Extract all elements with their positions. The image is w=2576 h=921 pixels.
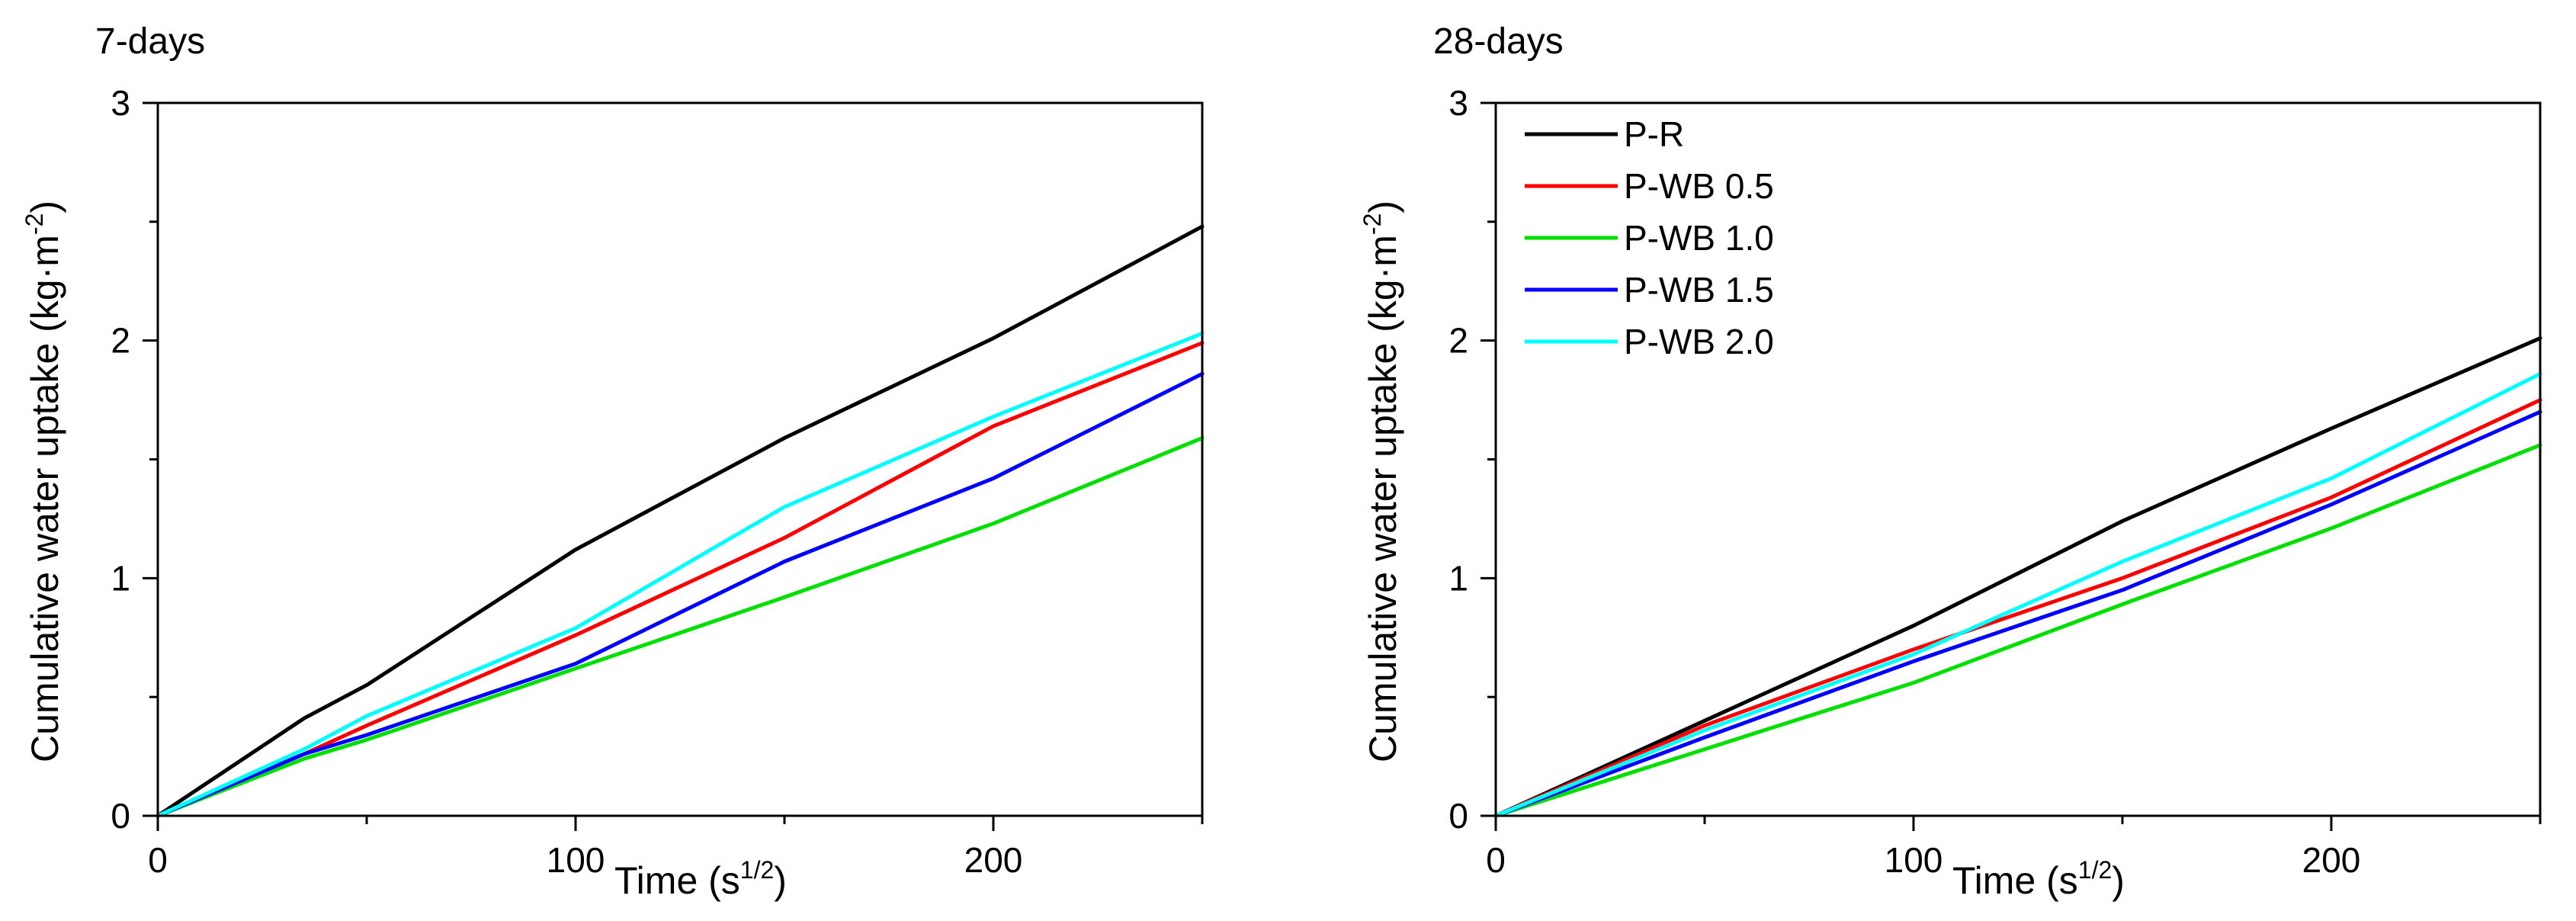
x-tick-label: 0 bbox=[1486, 840, 1506, 880]
x-tick-label: 200 bbox=[2302, 840, 2361, 880]
x-tick-label: 0 bbox=[148, 840, 168, 880]
y-tick-label: 0 bbox=[111, 796, 130, 836]
y-tick-label: 1 bbox=[111, 558, 130, 598]
chart-panel-7-days: 7-days 0 100 200 0 1 2 3 Time (s1/2) Cumulativ… bbox=[21, 21, 1205, 902]
x-tick-label: 200 bbox=[964, 840, 1023, 880]
y-tick-label: 2 bbox=[111, 321, 130, 361]
series-line-p-wb-1-5 bbox=[1493, 409, 2542, 818]
x-tick-label: 100 bbox=[1885, 840, 1943, 880]
y-tick-label: 2 bbox=[1448, 321, 1468, 361]
y-tick-label: 3 bbox=[111, 83, 130, 123]
legend-label-p-wb-0-5: P-WB 0.5 bbox=[1624, 166, 1774, 206]
series-line-p-r bbox=[156, 224, 1205, 818]
series-line-p-r bbox=[1493, 336, 2542, 818]
y-axis-title: Cumulative water uptake (kg·m-2) bbox=[1359, 201, 1404, 762]
legend-label-p-r: P-R bbox=[1624, 114, 1684, 154]
x-axis-title: Time (s1/2) bbox=[1952, 856, 2125, 902]
y-tick-label: 0 bbox=[1448, 796, 1468, 836]
x-axis-title: Time (s1/2) bbox=[614, 856, 787, 902]
legend: P-R P-WB 0.5 P-WB 1.0 P-WB 1.5 P-WB 2.0 bbox=[1525, 114, 1774, 361]
series-line-p-wb-1-0 bbox=[1493, 443, 2542, 818]
plot-frame bbox=[156, 101, 1204, 817]
y-tick-label: 1 bbox=[1448, 558, 1468, 598]
plot-frame bbox=[1494, 101, 2542, 817]
chart-marks bbox=[156, 224, 1205, 818]
chart-marks bbox=[1493, 336, 2542, 818]
series-line-p-wb-0-5 bbox=[1493, 398, 2542, 818]
series-line-p-wb-2-0 bbox=[156, 331, 1205, 818]
legend-label-p-wb-2-0: P-WB 2.0 bbox=[1624, 322, 1774, 361]
series-line-p-wb-1-0 bbox=[156, 436, 1205, 818]
chart-title: 7-days bbox=[95, 21, 205, 62]
axis-ticks: 0 100 200 0 1 2 3 bbox=[1448, 83, 2542, 880]
legend-label-p-wb-1-5: P-WB 1.5 bbox=[1624, 270, 1774, 310]
series-line-p-wb-2-0 bbox=[1493, 371, 2542, 818]
x-tick-label: 100 bbox=[547, 840, 605, 880]
y-tick-label: 3 bbox=[1448, 83, 1468, 123]
chart-title: 28-days bbox=[1433, 21, 1564, 62]
series-line-p-wb-1-5 bbox=[156, 371, 1205, 818]
legend-label-p-wb-1-0: P-WB 1.0 bbox=[1624, 218, 1774, 258]
y-axis-title: Cumulative water uptake (kg·m-2) bbox=[21, 201, 66, 762]
axis-ticks: 0 100 200 0 1 2 3 bbox=[111, 83, 1204, 880]
